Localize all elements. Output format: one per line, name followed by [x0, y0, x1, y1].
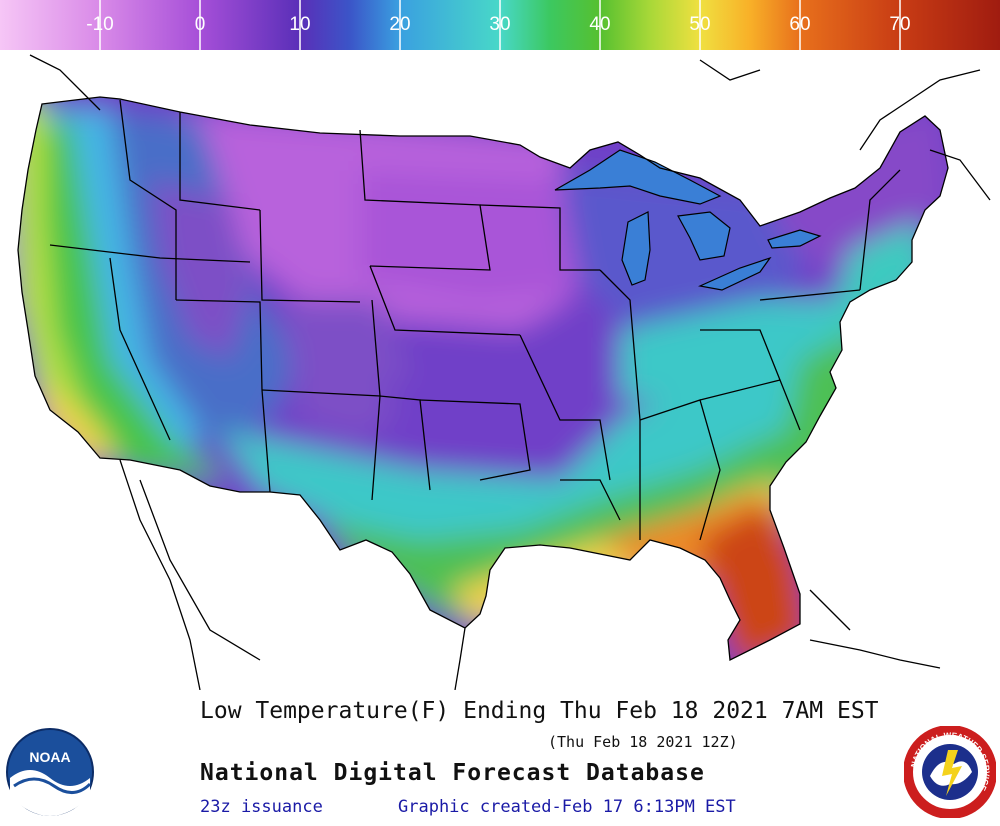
colorbar-tick-label: 40 — [589, 14, 610, 35]
field-socal-yellow — [40, 380, 120, 460]
border-al — [639, 399, 721, 541]
coast-newfoundland — [929, 149, 991, 201]
coast-baja — [119, 459, 201, 690]
coast-mexico-west — [139, 479, 261, 661]
field-colorado-violet — [280, 300, 420, 440]
us-outline — [17, 96, 949, 662]
field-southern-plains-violet — [380, 380, 600, 480]
colorbar-tick-label: 30 — [489, 14, 510, 35]
lake-superior — [554, 149, 722, 205]
border-ny-ne — [859, 169, 901, 291]
colorbar-tick-label: 70 — [889, 14, 910, 35]
noaa-logo: NOAA — [6, 728, 94, 816]
map-valid-time: (Thu Feb 18 2021 12Z) — [548, 733, 738, 751]
nws-logo: NATIONAL WEATHER SERVICE — [904, 726, 996, 818]
border-or-ca-nv — [49, 244, 251, 263]
lake-huron — [677, 211, 731, 261]
field-gulf-green — [320, 420, 840, 620]
colorbar-tick-label: 0 — [195, 14, 206, 35]
field-plains-purple — [360, 170, 580, 300]
coast-mexico-east — [454, 627, 466, 690]
border-ne-ks — [369, 265, 521, 336]
map-title: Low Temperature(F) Ending Thu Feb 18 202… — [200, 698, 879, 724]
border-ca-nv — [109, 257, 171, 441]
border-co-ks — [371, 299, 431, 491]
coast-bc — [29, 54, 101, 111]
product-name: National Digital Forecast Database — [200, 760, 705, 786]
colorbar-tick-label: 60 — [789, 14, 810, 35]
temperature-colorbar: -10 0 10 20 30 40 50 60 70 — [0, 0, 1000, 50]
border-ok — [419, 399, 531, 481]
border-mt — [179, 112, 261, 211]
border-la-ms — [560, 479, 621, 521]
lake-michigan — [621, 211, 651, 286]
border-az-nm — [261, 389, 271, 493]
border-mo-ar — [519, 334, 611, 481]
border-mn-ia — [479, 204, 600, 271]
border-id — [119, 99, 177, 300]
border-pa — [759, 289, 861, 301]
field-pacific-coast — [18, 100, 110, 440]
lake-erie — [697, 256, 772, 291]
issuance-label: 23z issuance — [200, 797, 323, 817]
colorbar-tick-label: 50 — [689, 14, 710, 35]
coast-bahamas — [809, 589, 851, 631]
colorbar-tick-label: -10 — [86, 14, 113, 35]
border-wy — [259, 209, 361, 303]
coast-cuba — [809, 639, 941, 669]
created-label: Graphic created-Feb 17 6:13PM EST — [398, 797, 736, 817]
noaa-logo-text: NOAA — [29, 749, 70, 765]
colorbar-tick-label: 20 — [389, 14, 410, 35]
border-oh-wv — [700, 329, 781, 381]
border-il-ms — [599, 269, 641, 540]
colorbar-tick-label: 10 — [289, 14, 310, 35]
temperature-map — [0, 50, 1000, 690]
field-ohio-teal — [620, 300, 850, 400]
border-nv-ut — [175, 299, 263, 391]
field-rockies-violet — [150, 180, 250, 360]
lake-ontario — [767, 229, 822, 249]
coast-quebec — [859, 69, 981, 151]
coast-hudson — [699, 59, 761, 81]
